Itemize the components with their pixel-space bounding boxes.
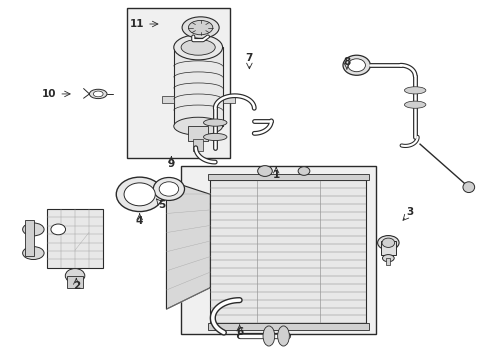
Bar bbox=[25, 220, 34, 256]
Ellipse shape bbox=[277, 326, 289, 346]
Ellipse shape bbox=[342, 55, 369, 75]
Bar bbox=[127, 8, 229, 158]
Text: 11: 11 bbox=[130, 19, 144, 29]
Ellipse shape bbox=[298, 167, 309, 175]
Ellipse shape bbox=[89, 89, 107, 99]
Ellipse shape bbox=[404, 101, 425, 108]
Ellipse shape bbox=[124, 183, 155, 206]
Text: 6: 6 bbox=[236, 327, 243, 337]
Ellipse shape bbox=[257, 166, 272, 176]
Ellipse shape bbox=[404, 87, 425, 94]
Ellipse shape bbox=[22, 247, 44, 260]
Text: 7: 7 bbox=[245, 53, 253, 63]
Ellipse shape bbox=[65, 269, 84, 283]
Bar bbox=[173, 47, 222, 126]
Ellipse shape bbox=[377, 235, 398, 250]
Bar bbox=[193, 139, 203, 151]
Bar bbox=[188, 126, 207, 140]
Bar bbox=[210, 180, 366, 323]
Bar bbox=[66, 276, 83, 288]
Ellipse shape bbox=[153, 177, 184, 201]
Text: 9: 9 bbox=[167, 159, 175, 169]
Bar bbox=[47, 209, 103, 268]
Text: 2: 2 bbox=[73, 281, 80, 291]
Ellipse shape bbox=[116, 177, 163, 212]
Text: 4: 4 bbox=[136, 216, 143, 226]
Text: 3: 3 bbox=[406, 207, 413, 217]
Bar bbox=[380, 241, 395, 255]
Ellipse shape bbox=[182, 17, 219, 39]
Bar bbox=[207, 174, 368, 180]
Bar bbox=[161, 96, 173, 103]
Text: 10: 10 bbox=[42, 89, 57, 99]
Ellipse shape bbox=[22, 223, 44, 236]
Ellipse shape bbox=[462, 182, 474, 193]
Ellipse shape bbox=[181, 40, 215, 55]
Ellipse shape bbox=[263, 326, 274, 346]
Ellipse shape bbox=[382, 255, 393, 262]
Ellipse shape bbox=[203, 134, 226, 140]
Bar bbox=[222, 96, 234, 103]
Ellipse shape bbox=[381, 238, 394, 247]
Ellipse shape bbox=[347, 59, 365, 72]
Bar bbox=[386, 258, 389, 265]
Ellipse shape bbox=[93, 91, 103, 97]
Ellipse shape bbox=[188, 21, 212, 35]
Bar bbox=[207, 323, 368, 330]
Text: 8: 8 bbox=[343, 57, 350, 67]
Ellipse shape bbox=[51, 224, 65, 235]
Ellipse shape bbox=[203, 119, 226, 126]
Text: 5: 5 bbox=[158, 200, 165, 210]
Polygon shape bbox=[166, 180, 210, 309]
Ellipse shape bbox=[173, 117, 222, 135]
Ellipse shape bbox=[159, 182, 178, 196]
Text: 1: 1 bbox=[272, 170, 279, 180]
Ellipse shape bbox=[173, 35, 222, 60]
Bar bbox=[181, 166, 375, 334]
